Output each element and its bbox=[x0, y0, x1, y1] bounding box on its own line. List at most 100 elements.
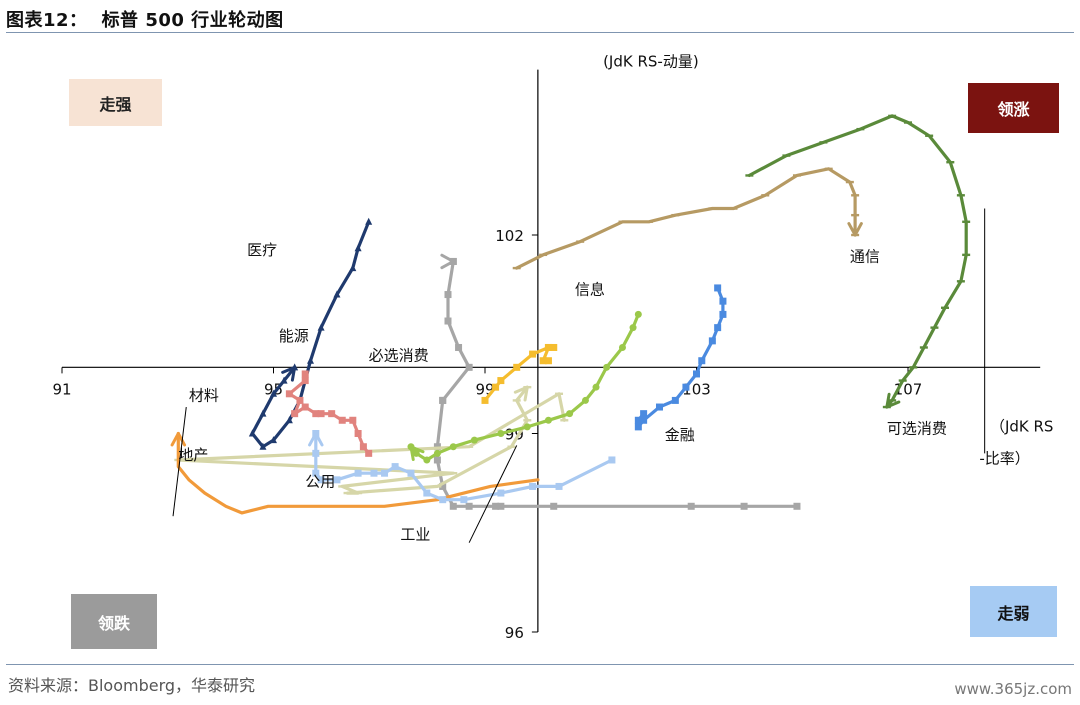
series-医疗-point bbox=[444, 317, 452, 325]
series-label: 材料 bbox=[189, 386, 219, 404]
series-信息-point bbox=[513, 363, 521, 371]
series-金融-point bbox=[671, 396, 679, 404]
series-金融-point bbox=[640, 416, 648, 424]
series-信息-point bbox=[550, 343, 558, 351]
series-公用-point bbox=[529, 482, 537, 490]
series-公用-point bbox=[407, 469, 415, 477]
series-label: 地产 bbox=[178, 446, 208, 464]
series-必选消费-point bbox=[291, 410, 299, 418]
series-工业2-path bbox=[409, 312, 640, 462]
series-label: 可选消费 bbox=[887, 420, 947, 438]
series-必选消费-point bbox=[301, 370, 309, 378]
figure-title: 标普 500 行业轮动图 bbox=[101, 10, 284, 31]
series-医疗-point bbox=[497, 502, 505, 510]
y-tick-label: 96 bbox=[505, 624, 524, 642]
series-公用-point bbox=[423, 489, 431, 497]
series-工业2-point bbox=[544, 416, 552, 424]
series-能源-point bbox=[259, 409, 267, 417]
series-医疗-point bbox=[439, 482, 447, 490]
series-公用-point bbox=[497, 489, 505, 497]
series-工业2-point bbox=[412, 449, 420, 457]
series-能源-point bbox=[259, 442, 267, 450]
series-能源-point bbox=[307, 356, 315, 364]
series-能源-point bbox=[317, 323, 325, 331]
series-能源-point bbox=[333, 290, 341, 298]
series-金融-point bbox=[708, 337, 716, 345]
callout-leader bbox=[468, 445, 518, 543]
series-工业2-point bbox=[423, 456, 431, 464]
series-医疗-arrowhead bbox=[440, 253, 455, 270]
series-公用-point bbox=[354, 469, 362, 477]
series-医疗-point bbox=[550, 502, 558, 510]
series-金融-point bbox=[693, 370, 700, 378]
series-医疗-point bbox=[465, 502, 473, 510]
watermark: www.365jz.com bbox=[954, 680, 1072, 698]
series-材料-arrowhead bbox=[513, 385, 529, 402]
series-公用-point bbox=[312, 449, 320, 457]
source-note: 资料来源：Bloomberg，华泰研究 bbox=[8, 676, 256, 695]
series-金融-point bbox=[698, 357, 706, 365]
title-divider bbox=[6, 32, 1074, 33]
series-通信-arrowhead bbox=[847, 222, 863, 237]
series-必选消费-point bbox=[312, 410, 320, 418]
x-tick-label: 95 bbox=[264, 380, 283, 398]
quadrant-label-lagging: 领跌 bbox=[71, 594, 157, 649]
series-公用-arrowhead bbox=[308, 432, 324, 447]
y-axis-title: (JdK RS-动量) bbox=[603, 53, 699, 71]
series-公用-point bbox=[608, 456, 616, 464]
chart-title: 图表12： 标普 500 行业轮动图 bbox=[6, 6, 284, 32]
footer-divider bbox=[6, 664, 1074, 665]
series-工业2-point bbox=[603, 363, 611, 371]
series-工业2-point bbox=[497, 430, 505, 437]
series-能源-point bbox=[270, 436, 277, 444]
series-必选消费-point bbox=[317, 410, 325, 418]
series-必选消费-point bbox=[365, 449, 373, 457]
series-医疗-point bbox=[444, 291, 452, 299]
series-必选消费-point bbox=[301, 403, 309, 411]
series-工业2-point bbox=[634, 310, 642, 318]
series-金融-point bbox=[634, 416, 642, 424]
series-工业2-point bbox=[592, 383, 600, 391]
series-工业2-arrowhead bbox=[409, 445, 425, 462]
series-必选消费-point bbox=[296, 396, 304, 404]
series-能源-point bbox=[270, 389, 277, 397]
series-工业2-point bbox=[470, 436, 478, 444]
series-通信-path bbox=[515, 167, 857, 270]
y-tick-label: 102 bbox=[495, 227, 524, 245]
series-信息-point bbox=[529, 350, 537, 358]
series-医疗-point bbox=[455, 343, 463, 351]
series-公用-point bbox=[333, 476, 341, 484]
series-工业2-point bbox=[581, 396, 589, 404]
series-公用-point bbox=[381, 469, 389, 477]
series-必选消费-point bbox=[354, 430, 362, 437]
quadrant-label-weakening: 走弱 bbox=[970, 586, 1057, 637]
series-能源-point bbox=[349, 264, 357, 272]
series-label: 必选消费 bbox=[369, 347, 429, 365]
series-label: 医疗 bbox=[247, 241, 277, 259]
series-能源-point bbox=[248, 429, 256, 437]
series-label: 能源 bbox=[279, 327, 309, 345]
series-公用-point bbox=[312, 469, 320, 477]
series-能源-point bbox=[354, 244, 362, 252]
series-工业2-point bbox=[618, 343, 626, 351]
series-医疗-point bbox=[687, 502, 695, 510]
series-公用-point bbox=[555, 482, 563, 490]
series-地产-path bbox=[176, 431, 540, 515]
x-tick-label: 99 bbox=[475, 380, 494, 398]
series-必选消费-point bbox=[359, 443, 367, 451]
figure-number: 图表12： bbox=[6, 10, 88, 31]
series-必选消费-point bbox=[328, 410, 336, 418]
series-信息-point bbox=[497, 377, 505, 385]
series-金融-point bbox=[719, 310, 727, 318]
series-金融-path bbox=[636, 286, 725, 429]
series-医疗-point bbox=[492, 502, 500, 510]
series-公用-point bbox=[317, 476, 325, 484]
x-axis-title-line2: -比率） bbox=[979, 449, 1029, 467]
series-工业2-point bbox=[566, 410, 574, 418]
series-label: 通信 bbox=[850, 247, 880, 265]
series-金融-point bbox=[714, 284, 722, 292]
series-医疗-point bbox=[449, 502, 457, 510]
series-可选消费-arrowhead bbox=[885, 392, 901, 409]
series-金融-point bbox=[634, 423, 642, 431]
